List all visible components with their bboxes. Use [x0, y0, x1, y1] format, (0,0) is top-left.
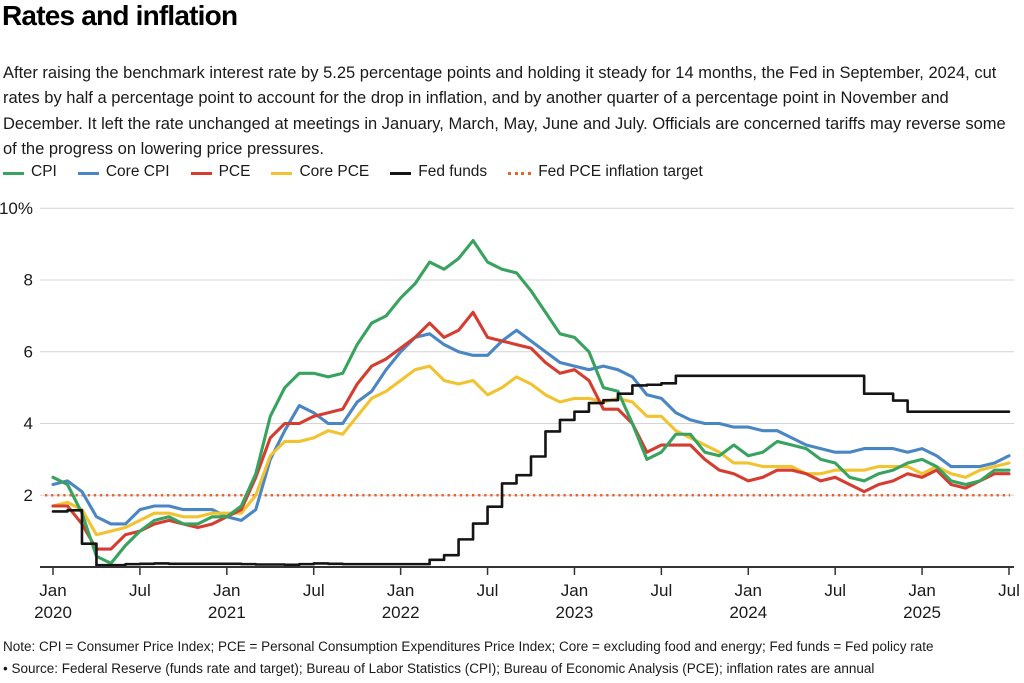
core-pce-swatch-icon	[271, 171, 293, 175]
legend-item-core-cpi: Core CPI	[77, 163, 170, 181]
cpi-line	[51, 238, 1011, 565]
x-tick-label-month: Jul	[477, 581, 499, 600]
y-tick-label-4: 4	[24, 414, 33, 433]
x-tick-label-month: Jul	[303, 581, 325, 600]
note-line: Note: CPI = Consumer Price Index; PCE = …	[3, 639, 934, 654]
legend-label: CPI	[31, 163, 57, 180]
fed-funds-line	[51, 374, 1011, 567]
y-tick-label-10: 10%	[0, 199, 33, 218]
x-tick-label-month: Jan	[735, 581, 762, 600]
x-tick-label-month: Jul	[129, 581, 151, 600]
x-tick-label-month: Jan	[387, 581, 414, 600]
x-tick-label-year: 2021	[208, 603, 246, 622]
pce-swatch-icon	[190, 171, 212, 175]
x-tick-label-month: Jul	[998, 581, 1020, 600]
legend-item-fed-pce-inflation-target: Fed PCE inflation target	[508, 163, 703, 181]
core-pce-line	[51, 364, 1011, 537]
core-cpi-swatch-icon	[77, 171, 99, 175]
legend-label: Fed PCE inflation target	[538, 163, 703, 180]
rates-inflation-chart: 10% 8 6 4 2 Jan 2020 Jul Jan 2021 Jul Jan 2022 Jul Jan…	[0, 190, 1024, 635]
legend-item-core-pce: Core PCE	[271, 163, 369, 181]
y-tick-label-8: 8	[24, 271, 33, 290]
x-tick-label-month: Jan	[39, 581, 66, 600]
core-cpi-line	[51, 328, 1011, 526]
legend-item-cpi: CPI	[3, 163, 57, 181]
chart-description: After raising the benchmark interest rat…	[3, 63, 1006, 159]
x-tick-label-year: 2022	[382, 603, 420, 622]
legend-label: Core PCE	[299, 163, 370, 180]
chart-footnotes: Note: CPI = Consumer Price Index; PCE = …	[3, 636, 1021, 680]
legend-item-pce: PCE	[190, 163, 251, 181]
legend-label: Core CPI	[105, 163, 170, 180]
pce-line	[51, 310, 1011, 551]
x-tick-label-year: 2020	[34, 603, 72, 622]
fed-funds-swatch-icon	[390, 171, 412, 175]
x-tick-label-year: 2023	[556, 603, 594, 622]
x-tick-label-month: Jul	[824, 581, 846, 600]
source-line: • Source: Federal Reserve (funds rate an…	[3, 661, 875, 676]
legend-label: Fed funds	[418, 163, 488, 180]
fed-pce-inflation-target-swatch-icon	[508, 171, 532, 175]
legend-item-fed-funds: Fed funds	[390, 163, 487, 181]
legend-label: PCE	[218, 163, 251, 180]
x-tick-label-month: Jan	[908, 581, 935, 600]
cpi-swatch-icon	[3, 171, 24, 175]
y-tick-label-6: 6	[24, 342, 33, 361]
x-tick-label-month: Jul	[650, 581, 672, 600]
x-tick-label-year: 2025	[903, 603, 941, 622]
x-tick-label-year: 2024	[729, 603, 767, 622]
page-title: Rates and inflation	[2, 0, 238, 31]
x-tick-label-month: Jan	[561, 581, 588, 600]
chart-canvas: 10% 8 6 4 2 Jan 2020 Jul Jan 2021 Jul Jan 2022 Jul Jan…	[0, 199, 1020, 622]
chart-legend: CPI Core CPI PCE Core PCE Fed funds Fed PCE i…	[3, 163, 703, 181]
x-tick-label-month: Jan	[213, 581, 240, 600]
y-tick-label-2: 2	[24, 486, 33, 505]
